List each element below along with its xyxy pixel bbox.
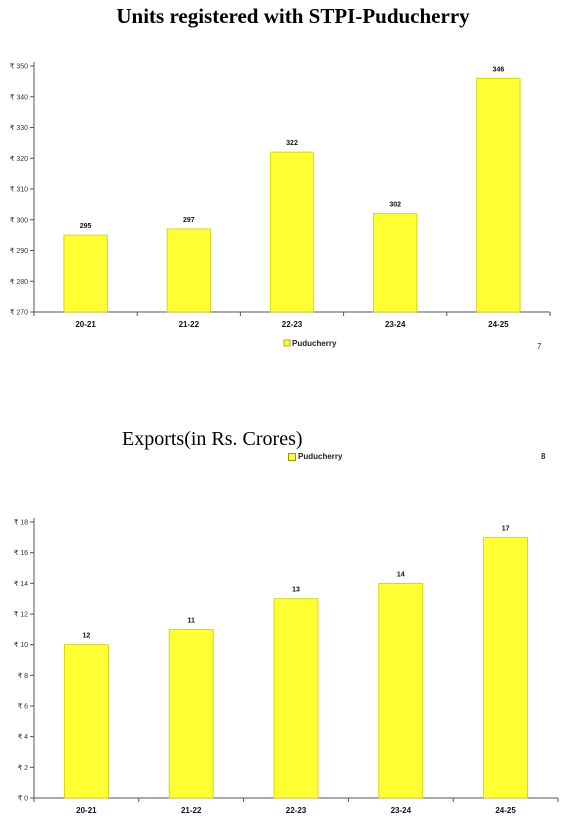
chart1-y-tick-label: ₹ 280 [10,278,28,286]
chart2-y-tick-label: ₹ 4 [18,733,28,741]
chart2-y-tick-label: ₹ 14 [14,580,28,588]
chart2-y-tick-label: ₹ 10 [14,641,28,649]
chart2-category-label: 24-25 [495,806,516,815]
chart1-bar [373,213,418,313]
chart1-data-label: 295 [80,223,92,230]
chart2-data-label: 13 [292,587,300,594]
chart1-category-label: 21-22 [179,320,200,329]
chart1-y-tick-label: ₹ 320 [10,155,28,163]
chart2-y-tick-label: ₹ 18 [14,519,28,527]
page-marker-2: 8 [541,452,546,461]
chart1-y-tick-label: ₹ 340 [10,93,28,101]
chart2-legend: Puducherry [288,452,342,461]
chart2-y-tick-label: ₹ 0 [18,795,28,803]
chart2-data-label: 17 [502,525,510,532]
chart2-y-tick-label: ₹ 8 [18,672,28,680]
chart1-y-tick-label: ₹ 270 [10,309,28,317]
chart1-bar [269,151,315,313]
legend-swatch [288,452,296,461]
chart2-data-label: 14 [397,571,405,578]
chart1-y-tick-label: ₹ 330 [10,124,28,132]
chart1-legend-label: Puducherry [292,339,337,348]
chart1-bar [476,77,521,313]
chart1-category-label: 22-23 [282,320,303,329]
chart1-data-label: 322 [286,140,298,147]
chart1-y-tick-label: ₹ 310 [10,186,28,194]
chart1-bar [166,228,211,313]
chart1-bar [63,234,108,313]
chart2-bar [63,644,109,799]
page-marker-1: 7 [537,342,542,351]
chart1-title: Units registered with STPI-Puducherry [116,4,470,28]
chart1: ₹ 270 ₹ 280 ₹ 290 ₹ 300 ₹ 310 ₹ 320 ₹ 330 ₹ 340… [10,62,551,348]
chart2: ₹ 0 ₹ 2 ₹ 4 ₹ 6 ₹ 8 ₹ 10 ₹ 12 ₹ 14 ₹ 16 ₹ 18 12 20-… [14,518,559,815]
chart2-data-label: 11 [187,617,195,624]
chart1-y-tick-label: ₹ 290 [10,247,28,255]
chart2-category-label: 20-21 [76,806,97,815]
chart1-data-label: 346 [493,66,505,73]
chart2-bar [168,628,214,799]
chart2-data-label: 12 [83,633,91,640]
chart1-data-label: 297 [183,217,195,224]
chart2-y-tick-label: ₹ 12 [14,611,28,619]
chart2-category-label: 23-24 [391,806,412,815]
chart1-y-tick-label: ₹ 300 [10,216,28,224]
chart2-y-tick-label: ₹ 6 [18,703,28,711]
chart2-y-tick-label: ₹ 16 [14,549,28,557]
chart2-title: Exports(in Rs. Crores) [122,428,303,450]
chart1-y-tick-label: ₹ 350 [10,63,28,71]
chart1-category-label: 23-24 [385,320,406,329]
chart2-bar [378,582,424,799]
legend-label: Puducherry [298,452,343,461]
chart2-category-label: 22-23 [286,806,307,815]
chart2-bar [273,598,319,799]
chart2-y-tick-label: ₹ 2 [18,764,28,772]
chart1-legend-swatch [283,339,291,347]
chart2-category-label: 21-22 [181,806,202,815]
chart1-category-label: 24-25 [488,320,509,329]
chart2-bar [483,536,529,799]
chart1-data-label: 302 [389,202,401,209]
chart1-category-label: 20-21 [75,320,96,329]
